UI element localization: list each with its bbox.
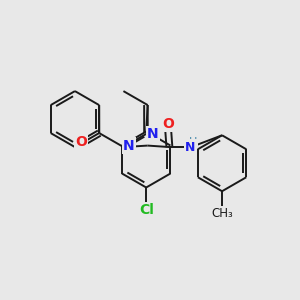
Text: Cl: Cl bbox=[139, 203, 154, 217]
Text: N: N bbox=[185, 141, 196, 154]
Text: H: H bbox=[188, 137, 197, 147]
Text: N: N bbox=[123, 139, 135, 153]
Text: O: O bbox=[75, 135, 87, 149]
Text: O: O bbox=[162, 117, 174, 131]
Text: CH₃: CH₃ bbox=[211, 207, 233, 220]
Text: N: N bbox=[147, 128, 159, 142]
